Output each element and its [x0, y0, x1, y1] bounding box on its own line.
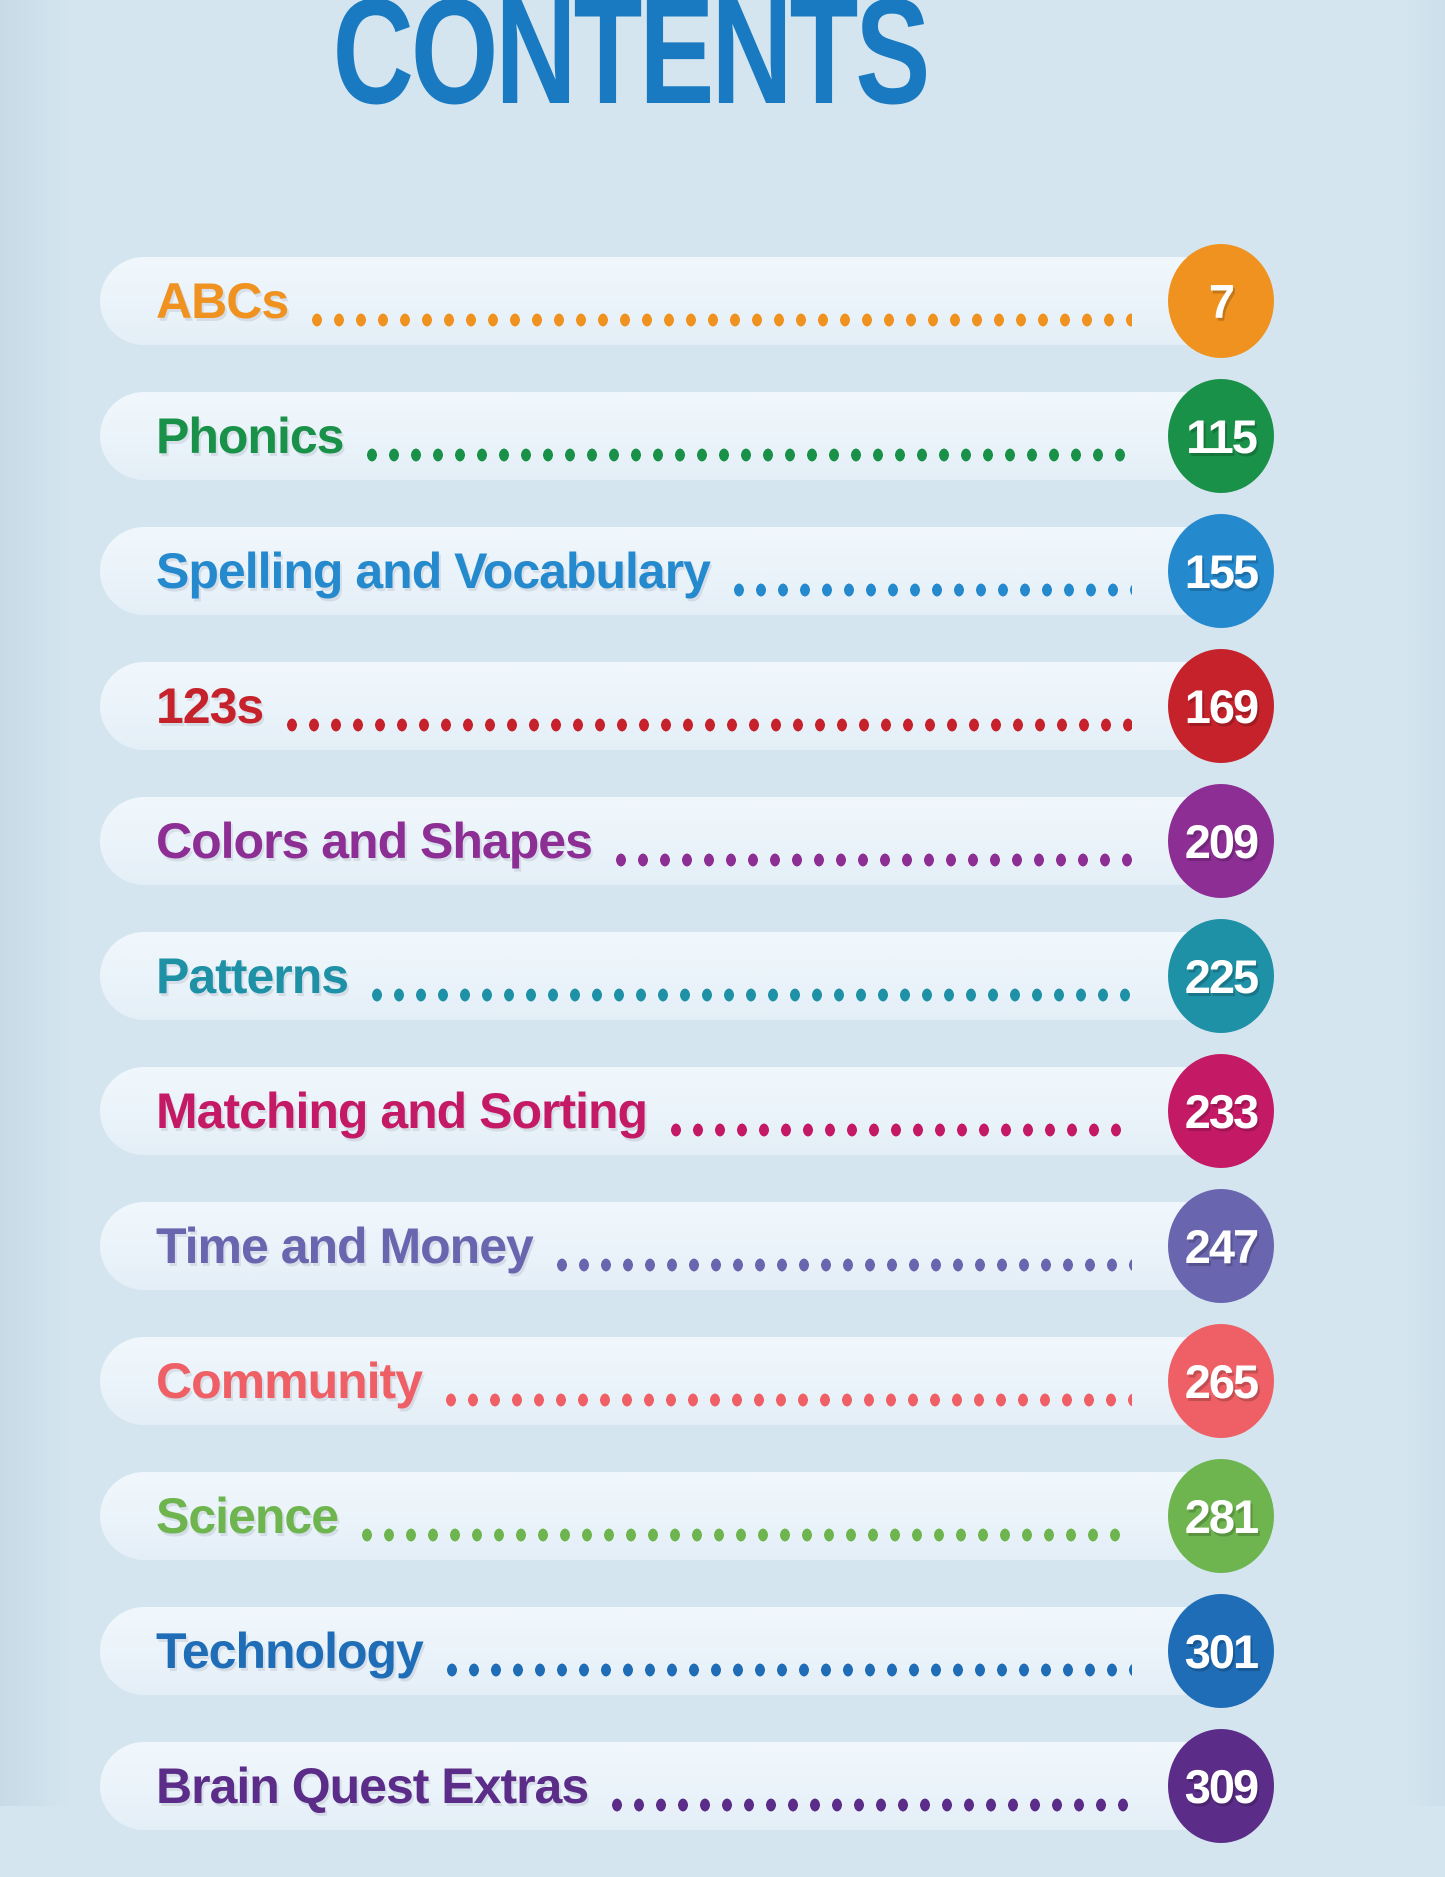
section-label: ABCs: [156, 273, 289, 329]
page-number: 115: [1186, 409, 1258, 463]
page-number-badge: 225: [1168, 919, 1274, 1033]
dotted-leader: [356, 1528, 1132, 1542]
dotted-leader: [366, 988, 1132, 1002]
page-title: CONTENTS: [332, 0, 931, 135]
page-number: 169: [1184, 679, 1259, 733]
contents-row: Time and Money 247: [100, 1189, 1274, 1303]
contents-row: Patterns 225: [100, 919, 1274, 1033]
contents-row: Science 281: [100, 1459, 1274, 1573]
page-number-badge: 209: [1168, 784, 1274, 898]
dotted-leader: [361, 448, 1132, 462]
page-number: 301: [1184, 1624, 1259, 1678]
section-label: Colors and Shapes: [156, 813, 593, 869]
page-number-badge: 155: [1168, 514, 1274, 628]
section-label: Patterns: [156, 948, 349, 1004]
contents-row: Community 265: [100, 1324, 1274, 1438]
page-number: 233: [1184, 1084, 1259, 1138]
page-number-badge: 115: [1168, 379, 1274, 493]
page-number-badge: 301: [1168, 1594, 1274, 1708]
dotted-leader: [727, 583, 1132, 597]
section-label: Technology: [156, 1623, 424, 1679]
section-label: Phonics: [156, 408, 344, 464]
page-number-badge: 309: [1168, 1729, 1274, 1843]
page-number: 225: [1184, 949, 1259, 1003]
dotted-leader: [440, 1393, 1132, 1407]
dotted-leader: [606, 1798, 1132, 1812]
contents-row: ABCs 7: [100, 244, 1274, 358]
section-label: Time and Money: [156, 1218, 534, 1274]
dotted-leader: [550, 1258, 1132, 1272]
page-number-badge: 281: [1168, 1459, 1274, 1573]
dotted-leader: [440, 1663, 1132, 1677]
contents-row: 123s 169: [100, 649, 1274, 763]
page-number: 265: [1184, 1354, 1259, 1408]
page-number: 7: [1208, 274, 1235, 328]
page-number: 281: [1184, 1489, 1259, 1543]
contents-list: ABCs 7 Phonics 115 Spelling and Vocabula…: [100, 244, 1274, 1877]
contents-row: Spelling and Vocabulary 155: [100, 514, 1274, 628]
dotted-leader: [306, 313, 1132, 327]
section-label: Community: [156, 1353, 423, 1409]
section-label: Spelling and Vocabulary: [156, 543, 711, 599]
page-number-badge: 265: [1168, 1324, 1274, 1438]
section-label: Science: [156, 1488, 339, 1544]
page-number-badge: 247: [1168, 1189, 1274, 1303]
page-number-badge: 169: [1168, 649, 1274, 763]
dotted-leader: [281, 718, 1132, 732]
page-number-badge: 233: [1168, 1054, 1274, 1168]
section-label: Brain Quest Extras: [156, 1758, 589, 1814]
section-label: Matching and Sorting: [156, 1083, 648, 1139]
page-number: 309: [1184, 1759, 1259, 1813]
page-number-badge: 7: [1168, 244, 1274, 358]
contents-row: Technology 301: [100, 1594, 1274, 1708]
page-number: 247: [1184, 1219, 1259, 1273]
section-label: 123s: [156, 678, 264, 734]
contents-row: Phonics 115: [100, 379, 1274, 493]
contents-row: Brain Quest Extras 309: [100, 1729, 1274, 1843]
page-number: 155: [1184, 544, 1259, 598]
contents-row: Colors and Shapes 209: [100, 784, 1274, 898]
page-number: 209: [1184, 814, 1259, 868]
dotted-leader: [665, 1123, 1132, 1137]
dotted-leader: [609, 853, 1132, 867]
contents-row: Matching and Sorting 233: [100, 1054, 1274, 1168]
